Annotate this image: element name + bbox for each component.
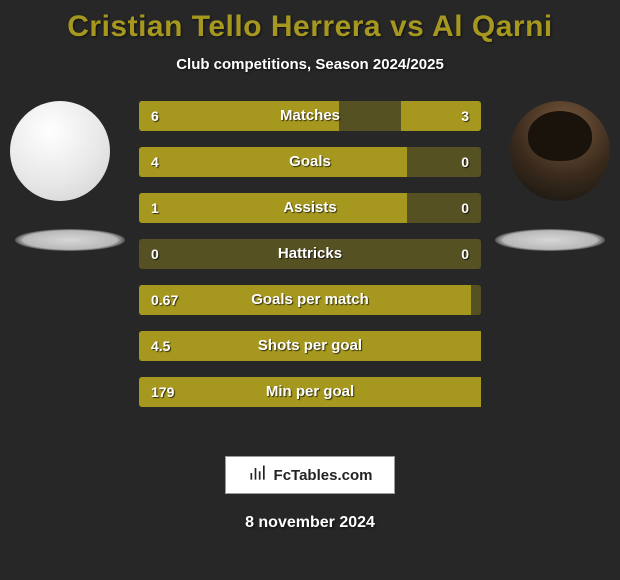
stat-row: 4.5Shots per goal: [139, 331, 481, 361]
player-right-avatar: [510, 101, 610, 201]
snapshot-date: 8 november 2024: [0, 514, 620, 532]
stat-row: 179Min per goal: [139, 377, 481, 407]
stat-row: 40Goals: [139, 147, 481, 177]
stat-bars: 63Matches 40Goals 10Assists 00Hattricks 0.67…: [139, 101, 481, 423]
stat-row: 0.67Goals per match: [139, 285, 481, 315]
brand-bars-icon: [248, 463, 268, 487]
comparison-subtitle: Club competitions, Season 2024/2025: [0, 56, 620, 73]
stat-row: 63Matches: [139, 101, 481, 131]
stat-label: Matches: [139, 101, 481, 131]
player-left-shadow: [15, 229, 125, 251]
stat-row: 10Assists: [139, 193, 481, 223]
comparison-content: 63Matches 40Goals 10Assists 00Hattricks 0.67…: [0, 101, 620, 421]
player-left-avatar: [10, 101, 110, 201]
comparison-title: Cristian Tello Herrera vs Al Qarni: [0, 0, 620, 44]
brand-badge: FcTables.com: [225, 456, 395, 494]
stat-label: Hattricks: [139, 239, 481, 269]
stat-label: Shots per goal: [139, 331, 481, 361]
stat-label: Goals: [139, 147, 481, 177]
brand-text: FcTables.com: [274, 467, 373, 484]
stat-label: Assists: [139, 193, 481, 223]
stat-row: 00Hattricks: [139, 239, 481, 269]
stat-label: Goals per match: [139, 285, 481, 315]
stat-label: Min per goal: [139, 377, 481, 407]
player-right-shadow: [495, 229, 605, 251]
